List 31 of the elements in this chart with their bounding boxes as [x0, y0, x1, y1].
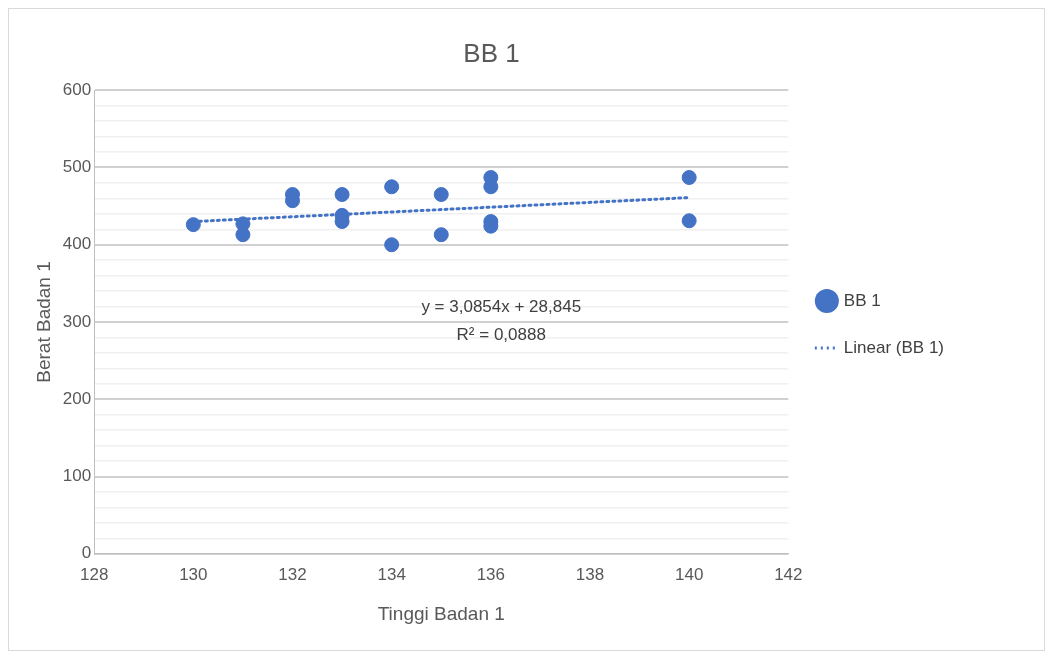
- chart-title: BB 1: [463, 37, 520, 68]
- annotation: y = 3,0854x + 28,845: [421, 296, 582, 316]
- point: [235, 227, 251, 243]
- x-tick-label: 132: [278, 564, 307, 584]
- y-tick-label: 0: [81, 543, 92, 563]
- x-tick-label: 128: [79, 564, 109, 584]
- y-tick-label: 500: [62, 157, 92, 177]
- x-axis-title: Tinggi Badan 1: [377, 602, 505, 624]
- point: [384, 179, 400, 195]
- point: [334, 187, 350, 203]
- y-tick-label: 200: [62, 388, 92, 408]
- point: [433, 227, 449, 243]
- x-tick-label: 130: [179, 564, 208, 584]
- x-tick-label: 142: [774, 564, 803, 584]
- y-tick-label: 600: [62, 79, 92, 99]
- point: [384, 237, 400, 253]
- x-tick-label: 140: [674, 564, 704, 584]
- y-axis-title: Berat Badan 1: [32, 261, 54, 383]
- legend-label: BB 1: [843, 290, 881, 310]
- point: [681, 170, 697, 186]
- y-tick-label: 300: [62, 311, 92, 331]
- annotation: R² = 0,0888: [456, 324, 546, 344]
- legend-label: Linear (BB 1): [843, 337, 945, 357]
- x-tick-label: 138: [575, 564, 605, 584]
- y-tick-label: 100: [62, 466, 92, 486]
- x-tick-label: 134: [377, 564, 406, 584]
- x-tick-label: 136: [476, 564, 506, 584]
- point: [681, 213, 697, 229]
- y-tick-label: 400: [62, 234, 92, 254]
- point: [185, 217, 201, 233]
- point: [433, 187, 449, 203]
